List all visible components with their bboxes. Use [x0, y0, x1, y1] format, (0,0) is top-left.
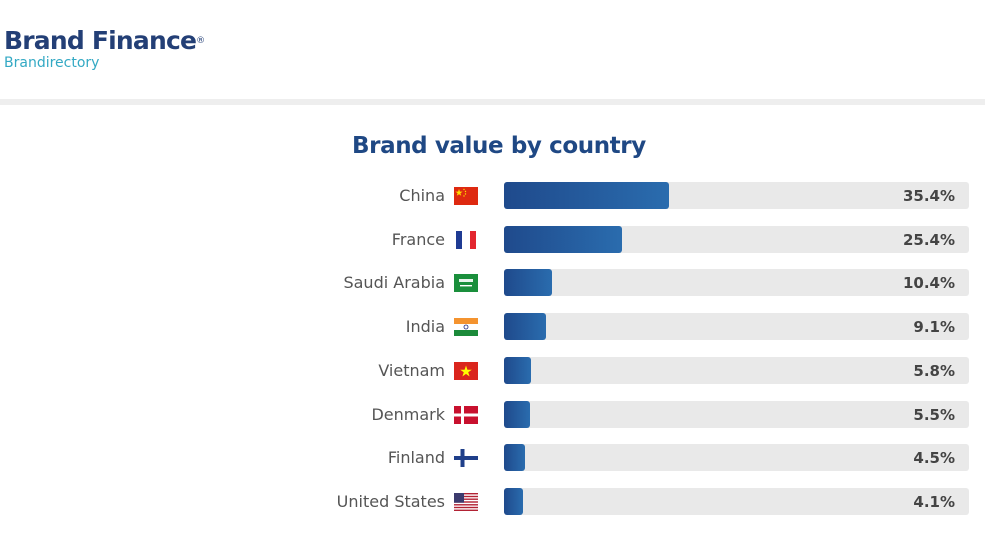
chart-title: Brand value by country [352, 133, 646, 159]
bar-track [504, 356, 969, 384]
bar-track [504, 269, 969, 297]
bar[interactable] [504, 356, 531, 384]
country-label: India [405, 317, 445, 337]
bar-row: United States 4.1% [0, 487, 985, 516]
country-label: Saudi Arabia [343, 273, 445, 293]
value-label: 25.4% [902, 230, 955, 249]
brand-finance-logo[interactable]: Brand Finance ® Brandirectory [4, 26, 205, 71]
bar[interactable] [504, 225, 622, 253]
france-flag-icon [454, 230, 478, 249]
china-flag-icon [454, 187, 478, 205]
india-flag-icon [454, 318, 478, 337]
usa-flag-icon [454, 492, 478, 511]
bar-row: India 9.1% [0, 313, 985, 341]
value-label: 9.1% [913, 318, 955, 337]
logo-main-text: Brand Finance [4, 26, 197, 55]
saudi-arabia-flag-icon [454, 274, 478, 293]
bar[interactable] [504, 444, 525, 472]
bar-track [504, 313, 969, 341]
country-label: Finland [387, 448, 445, 468]
bar-row: Vietnam 5.8% [0, 356, 985, 385]
denmark-flag-icon [454, 405, 478, 424]
vietnam-flag-icon [454, 361, 478, 380]
country-label: United States [336, 491, 445, 511]
value-label: 5.5% [913, 405, 955, 424]
bar-row: Saudi Arabia 10.4% [0, 269, 985, 297]
bar[interactable] [504, 313, 546, 341]
bar[interactable] [504, 182, 669, 209]
value-label: 5.8% [913, 361, 955, 380]
registered-mark: ® [196, 36, 206, 46]
bar-row: France 25.4% [0, 225, 985, 254]
value-label: 4.5% [913, 449, 955, 468]
bar[interactable] [504, 269, 552, 297]
bar-track [504, 444, 969, 472]
bar-row: Denmark 5.5% [0, 400, 985, 429]
bar-row: Finland 4.5% [0, 444, 985, 472]
bar-track [504, 487, 969, 515]
bar[interactable] [504, 487, 523, 515]
country-label: France [391, 229, 445, 249]
value-label: 4.1% [913, 492, 955, 511]
value-label: 10.4% [902, 274, 955, 293]
bar[interactable] [504, 400, 530, 428]
logo-wordmark: Brand Finance ® [4, 26, 205, 56]
header-divider [0, 99, 985, 105]
value-label: 35.4% [902, 187, 955, 205]
country-label: Denmark [371, 404, 445, 424]
country-label: Vietnam [378, 360, 445, 380]
finland-flag-icon [454, 449, 478, 468]
country-label: China [399, 186, 445, 205]
bar-row: China 35.4% [0, 182, 985, 210]
bar-track [504, 400, 969, 428]
logo-subtitle: Brandirectory [4, 55, 100, 71]
